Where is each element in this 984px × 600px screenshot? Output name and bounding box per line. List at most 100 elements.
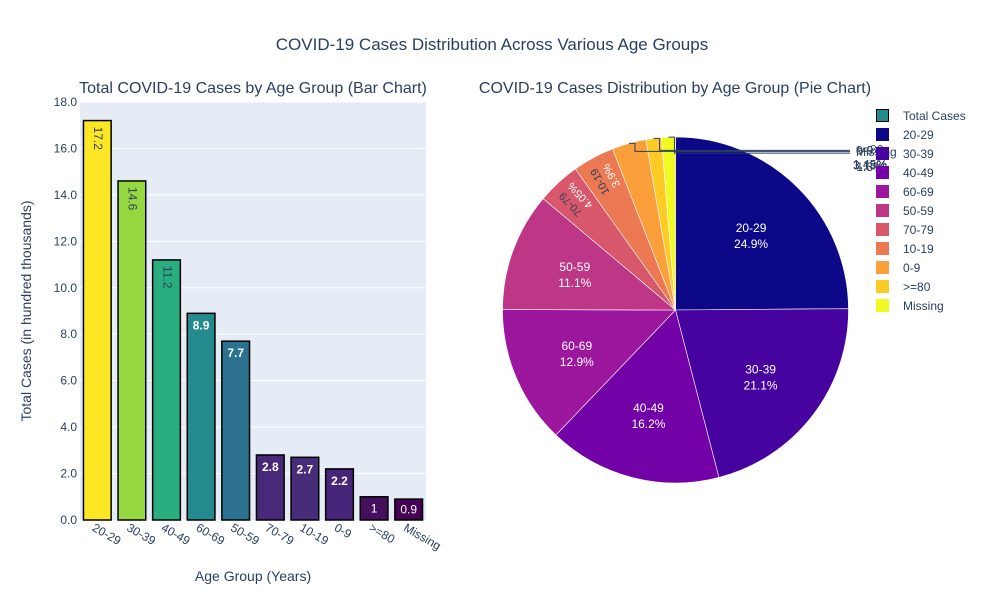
legend-label: 50-59 — [903, 203, 934, 218]
legend-swatch — [876, 299, 889, 312]
bar-30-39 — [117, 180, 147, 521]
bar-value-label: 14.6 — [126, 187, 140, 211]
bar-50-59 — [221, 340, 251, 521]
pie-slice-percent: 21.1% — [744, 378, 778, 392]
bar-y-tick-label: 14.0 — [54, 188, 78, 202]
bar-y-tick-label: 10.0 — [54, 281, 78, 295]
bar-x-tick-label: 60-69 — [194, 520, 228, 548]
legend-label: 40-49 — [903, 165, 934, 180]
legend-swatch — [876, 223, 889, 236]
bar-40-49 — [151, 259, 182, 521]
pie-slice-30-39 — [675, 308, 849, 478]
pie-slice-50-59 — [502, 198, 677, 311]
legend-item[interactable]: 10-19 — [876, 239, 966, 258]
bar-value-label: 11.2 — [160, 266, 174, 289]
bar-y-tick-label: 18.0 — [54, 95, 78, 109]
bar-y-tick-label: 8.0 — [60, 327, 77, 341]
legend-item[interactable]: 40-49 — [876, 163, 966, 182]
legend-item[interactable]: 30-39 — [876, 144, 966, 163]
bar-value-label: 2.8 — [262, 460, 279, 474]
pie-chart-title: COVID-19 Cases Distribution by Age Group… — [479, 80, 871, 97]
pie-slice-40-49 — [555, 309, 720, 484]
bar-x-tick-labels: 20-29 30-39 40-49 60-69 50-59 70-79 10-19 0-9 >=… — [90, 520, 444, 552]
legend-label: 60-69 — [903, 184, 934, 199]
legend-item[interactable]: 0-9 — [876, 258, 966, 277]
bar-0-9 — [324, 468, 355, 521]
pie-slice-label: 20-29 — [736, 221, 767, 235]
pie-label-leader — [653, 137, 850, 151]
legend-item[interactable]: 60-69 — [876, 182, 966, 201]
bar-y-tick-label: 6.0 — [60, 374, 77, 388]
pie-slice-label: 0-9 — [856, 143, 874, 157]
bar-y-tick-label: 12.0 — [54, 234, 78, 248]
bar-x-tick-label: 30-39 — [124, 520, 158, 548]
bar-x-tick-label: 70-79 — [263, 520, 297, 548]
legend-label: 0-9 — [903, 260, 921, 275]
pie-slice-label: 50-59 — [559, 260, 590, 274]
legend-item[interactable]: Missing — [876, 296, 966, 315]
bar-bars: 17.2 14.6 11.2 8.9 7.7 2.8 2.7 2.2 1 0.9 — [82, 119, 424, 521]
pie-chart: COVID-19 Cases Distribution by Age Group… — [479, 80, 897, 484]
bar-value-label: 7.7 — [227, 346, 244, 360]
pie-slice-labels: 20-29 24.9% 30-39 21.1% 40-49 16.2% 60-69 12.9%… — [557, 136, 897, 431]
bar-value-label: 2.2 — [331, 474, 348, 488]
figure-title: COVID-19 Cases Distribution Across Vario… — [276, 35, 708, 54]
bar-x-axis-title: Age Group (Years) — [195, 568, 311, 584]
legend-label: Missing — [903, 298, 944, 313]
pie-slice-label: 60-69 — [561, 339, 592, 353]
bar-x-tick-label: >=80 — [367, 520, 398, 546]
pie-legend[interactable]: Total Cases 20-29 30-39 40-49 60-69 50-59 70-7… — [876, 106, 966, 315]
bar-value-label: 2.7 — [297, 462, 314, 476]
bar-y-tick-labels: 0.0 2.0 4.0 6.0 8.0 10.0 12.0 14.0 16.0 18.0 — [54, 95, 78, 527]
bar-60-69 — [186, 312, 216, 521]
pie-label-leader — [668, 136, 850, 154]
legend-label: >=80 — [903, 279, 931, 294]
bar-x-tick-label: 0-9 — [332, 520, 354, 541]
bar-x-tick-label: 10-19 — [297, 520, 331, 548]
legend-swatch — [876, 242, 889, 255]
bar-y-tick-label: 16.0 — [54, 141, 78, 155]
legend-item[interactable]: 70-79 — [876, 220, 966, 239]
pie-slice-60-69 — [502, 309, 677, 436]
pie-slice-label: 40-49 — [633, 401, 664, 415]
pie-slice-percent: 12.9% — [560, 355, 594, 369]
bar-chart-title: Total COVID-19 Cases by Age Group (Bar C… — [79, 80, 427, 97]
bar-x-tick-label: 40-49 — [159, 520, 193, 548]
legend-swatch — [876, 166, 889, 179]
bar->=80 — [359, 496, 389, 521]
bar-Missing — [394, 498, 424, 521]
legend-label: 30-39 — [903, 146, 934, 161]
legend-swatch — [876, 147, 889, 160]
bar-20-29 — [82, 119, 112, 521]
legend-swatch — [876, 280, 889, 293]
bar-chart: Total COVID-19 Cases by Age Group (Bar C… — [18, 80, 443, 584]
pie-label-leader — [628, 142, 850, 152]
legend-item[interactable]: 50-59 — [876, 201, 966, 220]
legend-swatch — [876, 109, 889, 122]
bar-y-axis-title: Total Cases (in hundred thousands) — [18, 200, 34, 421]
legend-item[interactable]: 20-29 — [876, 125, 966, 144]
legend-item[interactable]: Total Cases — [876, 106, 966, 125]
pie-slices — [502, 136, 849, 484]
pie-slice-percent: 11.1% — [558, 276, 591, 290]
bar-x-tick-label: 20-29 — [90, 520, 124, 548]
legend-label: Total Cases — [903, 108, 966, 123]
bar-value-label: 8.9 — [193, 318, 210, 332]
bar-value-label: 17.2 — [91, 127, 105, 151]
pie-slice-20-29 — [675, 136, 849, 311]
legend-swatch — [876, 204, 889, 217]
bar-x-tick-label: 50-59 — [228, 520, 262, 548]
legend-swatch — [876, 185, 889, 198]
bar-y-tick-label: 0.0 — [60, 513, 77, 527]
bar-value-label: 0.9 — [400, 503, 417, 517]
bar-x-tick-label: Missing — [401, 520, 443, 552]
legend-label: 20-29 — [903, 127, 934, 142]
pie-slice-percent: 24.9% — [734, 237, 768, 251]
legend-swatch — [876, 128, 889, 141]
bar-value-label: 1 — [371, 501, 378, 515]
bar-10-19 — [290, 456, 320, 521]
pie-slice-percent: 16.2% — [631, 417, 665, 431]
legend-label: 70-79 — [903, 222, 934, 237]
legend-swatch — [876, 261, 889, 274]
legend-item[interactable]: >=80 — [876, 277, 966, 296]
